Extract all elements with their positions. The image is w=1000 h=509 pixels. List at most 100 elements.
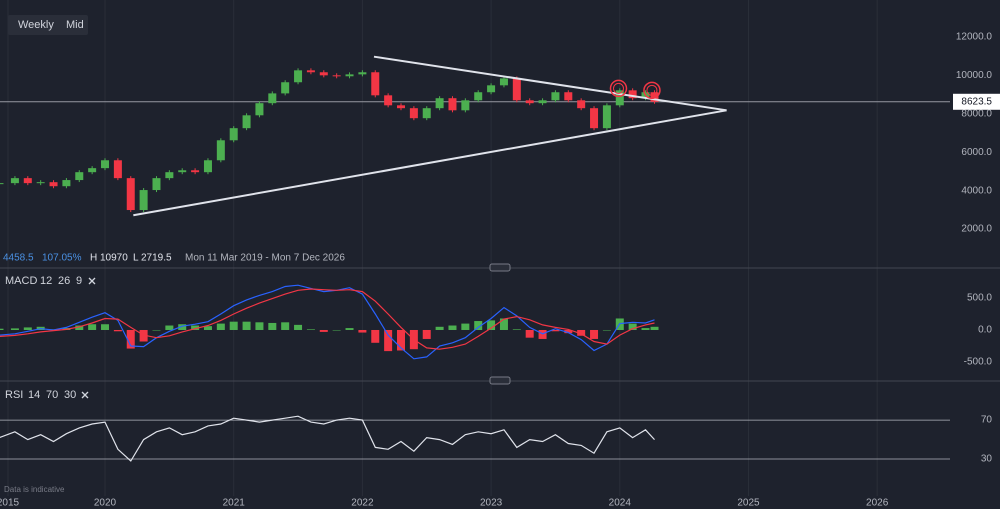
- candle: [397, 105, 406, 109]
- y-tick-label: -500.0: [964, 357, 993, 368]
- y-tick-label: 6000.0: [961, 147, 992, 158]
- candle: [474, 92, 483, 101]
- candle: [216, 140, 225, 161]
- histogram-bar: [512, 329, 521, 330]
- candle: [371, 72, 380, 96]
- trendline: [133, 109, 727, 217]
- panel-resize-handle[interactable]: [489, 376, 511, 385]
- candle: [461, 100, 470, 111]
- candle: [10, 178, 19, 184]
- toolbar: Weekly Mid: [8, 15, 88, 35]
- candle: [448, 98, 457, 111]
- candle: [101, 160, 110, 169]
- indicator-param: 12: [40, 275, 52, 287]
- histogram-bar: [577, 329, 586, 336]
- histogram-bar: [10, 328, 19, 330]
- marker: [609, 79, 628, 98]
- candle: [628, 90, 637, 99]
- histogram-bar: [126, 329, 135, 349]
- series-line: [0, 415, 655, 462]
- candle: [165, 172, 174, 179]
- x-tick-label: 2020: [94, 498, 117, 509]
- close-icon-stroke: [88, 277, 96, 285]
- indicator-param: 14: [28, 389, 40, 401]
- y-tick-label: 12000.0: [956, 32, 993, 43]
- toolbar-button[interactable]: Mid: [66, 19, 84, 31]
- histogram-bar: [487, 320, 496, 330]
- histogram-bar: [229, 321, 238, 330]
- candle: [487, 85, 496, 93]
- histogram-bar: [294, 324, 303, 330]
- candle: [139, 190, 148, 211]
- close-icon[interactable]: [88, 277, 96, 285]
- y-tick-label: 8000.0: [961, 108, 992, 119]
- candle: [435, 98, 444, 109]
- histogram-bar: [242, 321, 251, 330]
- info-value: L 2719.5: [133, 253, 172, 264]
- close-icon[interactable]: [81, 391, 89, 399]
- candle: [191, 170, 200, 173]
- candle: [615, 90, 624, 106]
- histogram-bar: [435, 326, 444, 330]
- toolbar-bg: [8, 15, 88, 35]
- candle: [319, 72, 328, 76]
- histogram-bar: [332, 329, 341, 331]
- indicator-param: 70: [46, 389, 58, 401]
- candle: [113, 160, 122, 179]
- y-tick-label: 70: [981, 415, 993, 426]
- indicator-name: RSI: [5, 389, 23, 401]
- histogram-bar: [139, 329, 148, 342]
- candle: [0, 183, 4, 185]
- indicator-param: 9: [76, 275, 82, 287]
- candle: [152, 178, 161, 191]
- histogram-bar: [191, 325, 200, 330]
- candle: [577, 100, 586, 109]
- candle: [422, 108, 431, 119]
- info-value: 107.05%: [42, 253, 82, 264]
- y-tick-label: 30: [981, 454, 993, 465]
- candle: [62, 180, 71, 187]
- marker-inner: [646, 84, 658, 96]
- histogram-bar: [23, 327, 32, 330]
- histogram-bar: [499, 318, 508, 330]
- histogram-bar: [281, 322, 290, 330]
- candle: [75, 172, 84, 181]
- histogram-bar: [345, 328, 354, 330]
- indicator-name: MACD: [5, 275, 37, 287]
- candle: [49, 182, 58, 187]
- footer-note: Data is indicative: [4, 485, 65, 494]
- candle: [88, 168, 97, 173]
- candle: [525, 100, 534, 104]
- y-tick-label: 2000.0: [961, 224, 992, 235]
- candle: [564, 92, 573, 101]
- candle: [306, 70, 315, 73]
- histogram-bar: [113, 329, 122, 332]
- histogram-bar: [88, 324, 97, 330]
- histogram-bar: [255, 322, 264, 330]
- y-tick-label: 500.0: [967, 293, 992, 304]
- histogram-bar: [101, 324, 110, 330]
- candle: [650, 92, 659, 102]
- candle: [590, 108, 599, 129]
- candle: [499, 78, 508, 86]
- histogram-bar: [461, 323, 470, 330]
- indicator-param: 30: [64, 389, 76, 401]
- candle: [538, 100, 547, 104]
- histogram-bar: [628, 323, 637, 330]
- toolbar-button[interactable]: Weekly: [18, 19, 54, 31]
- histogram-bar: [268, 322, 277, 330]
- candle: [294, 70, 303, 83]
- candle: [229, 128, 238, 141]
- histogram-bar: [165, 325, 174, 330]
- candle: [345, 74, 354, 77]
- info-value: 4458.5: [3, 253, 34, 264]
- y-tick-label: 0.0: [978, 325, 992, 336]
- candle: [255, 103, 264, 116]
- histogram-bar: [474, 321, 483, 330]
- x-tick-label: 2015: [0, 498, 20, 509]
- histogram-bar: [152, 329, 161, 331]
- candle: [36, 182, 45, 184]
- panel-resize-handle[interactable]: [489, 263, 511, 272]
- histogram-bar: [397, 329, 406, 351]
